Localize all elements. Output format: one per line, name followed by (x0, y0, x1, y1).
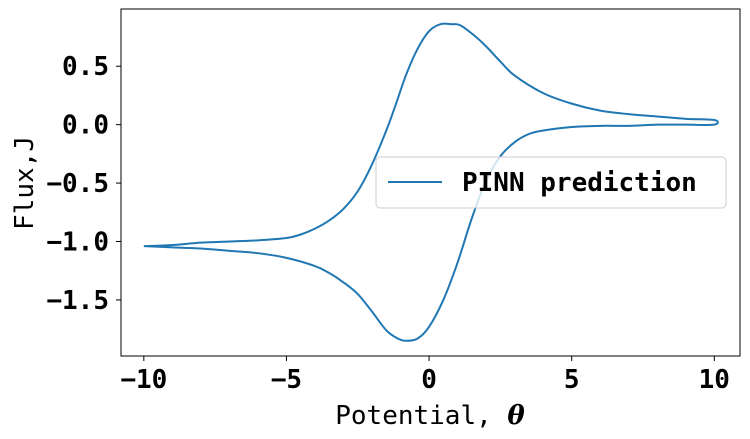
theta-symbol: θ (507, 401, 525, 431)
axes-frame (120, 8, 741, 357)
y-axis-label: Flux,J (10, 136, 40, 230)
y-tick-label: −1.0 (46, 228, 109, 258)
legend-box (375, 156, 727, 209)
x-axis-ticks: −10 −5 0 5 10 (120, 356, 730, 395)
x-tick-label: −10 (120, 365, 167, 395)
plot-area (120, 8, 741, 357)
y-tick-label: −1.5 (46, 286, 109, 316)
x-tick-label: 5 (564, 365, 580, 395)
y-tick-label: 0.0 (62, 111, 109, 141)
legend: PINN prediction (375, 156, 727, 209)
x-tick-label: 0 (421, 365, 437, 395)
x-tick-label: −5 (271, 365, 302, 395)
y-tick-label: −0.5 (46, 169, 109, 199)
x-tick-label: 10 (699, 365, 730, 395)
x-axis-label: Potential, θ (335, 401, 525, 431)
y-axis-ticks: 0.5 0.0 −0.5 −1.0 −1.5 (46, 52, 121, 316)
legend-entry-label: PINN prediction (462, 168, 697, 198)
y-tick-label: 0.5 (62, 52, 109, 82)
series-line-pinn-prediction (143, 22, 719, 342)
